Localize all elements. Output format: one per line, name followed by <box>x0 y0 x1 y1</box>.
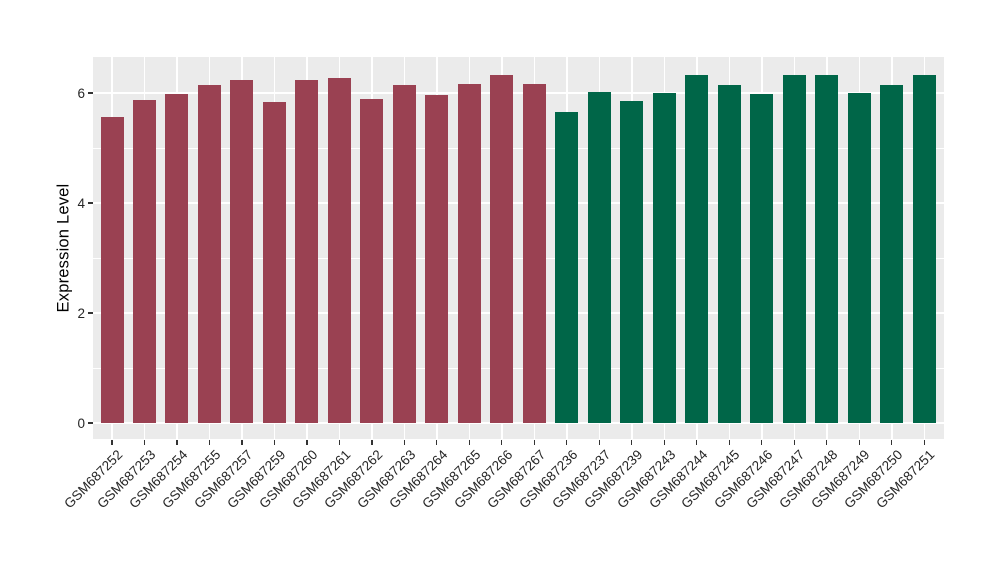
x-tick-mark <box>371 440 373 445</box>
bar-GSM687261 <box>327 78 351 423</box>
x-tick-mark <box>273 440 276 445</box>
bar-GSM687248 <box>815 74 839 423</box>
x-tick-mark <box>858 440 860 445</box>
y-tick-label: 6 <box>77 85 85 101</box>
bar-GSM687267 <box>522 84 546 423</box>
bar-GSM687244 <box>685 75 709 423</box>
x-tick-mark <box>793 440 795 445</box>
bar-GSM687264 <box>425 95 449 423</box>
gridline-major-y4 <box>93 202 944 204</box>
gridline-major-y0 <box>93 422 944 424</box>
bar-GSM687257 <box>230 79 254 423</box>
bar-GSM687247 <box>782 74 806 423</box>
y-tick-label: 2 <box>77 305 85 321</box>
x-tick-mark <box>403 440 405 445</box>
bar-GSM687239 <box>620 100 644 423</box>
bar-GSM687243 <box>652 93 676 423</box>
bar-GSM687263 <box>392 84 416 423</box>
bar-GSM687246 <box>750 93 774 423</box>
bar-GSM687259 <box>262 101 286 423</box>
x-tick-mark <box>436 440 438 445</box>
y-tick-mark <box>88 422 93 424</box>
x-tick-mark <box>566 440 568 445</box>
gridline-minor-y3 <box>93 257 944 259</box>
x-tick-mark <box>598 440 600 445</box>
bar-GSM687237 <box>587 92 611 423</box>
y-tick-label: 0 <box>77 415 85 431</box>
bar-GSM687255 <box>197 84 221 423</box>
x-tick-mark <box>891 440 893 445</box>
x-tick-mark <box>631 440 633 445</box>
x-tick-mark <box>111 440 113 445</box>
gridline-minor-y1 <box>93 367 944 369</box>
x-tick-mark <box>241 440 243 445</box>
y-tick-mark <box>88 202 93 204</box>
x-tick-mark <box>663 440 665 445</box>
bar-GSM687251 <box>912 74 936 423</box>
x-tick-mark <box>533 440 535 445</box>
gridline-minor-y5 <box>93 147 944 149</box>
x-tick-mark <box>338 440 341 445</box>
x-tick-mark <box>826 440 828 445</box>
plot-panel <box>93 57 944 439</box>
x-tick-mark <box>923 440 925 445</box>
x-tick-mark <box>761 440 763 445</box>
x-tick-mark <box>696 440 698 445</box>
gridline-major-y2 <box>93 312 944 314</box>
bar-GSM687266 <box>490 75 514 423</box>
bar-GSM687250 <box>880 84 904 423</box>
y-axis-title: Expression Level <box>54 183 73 313</box>
bar-GSM687252 <box>100 116 124 423</box>
bar-GSM687245 <box>717 84 741 423</box>
x-tick-mark <box>728 440 730 445</box>
bar-GSM687249 <box>847 93 871 423</box>
bar-GSM687254 <box>165 94 189 423</box>
x-tick-mark <box>468 440 470 445</box>
x-tick-mark <box>143 440 146 445</box>
y-tick-mark <box>88 92 93 94</box>
x-tick-mark <box>501 440 503 445</box>
gridline-major-y6 <box>93 92 944 94</box>
bar-GSM687265 <box>457 83 481 423</box>
x-tick-mark <box>306 440 308 445</box>
bar-GSM687262 <box>360 99 384 423</box>
x-tick-mark <box>176 440 178 445</box>
y-tick-label: 4 <box>77 195 85 211</box>
bar-GSM687260 <box>295 79 319 423</box>
bar-GSM687253 <box>132 100 156 423</box>
bar-GSM687236 <box>555 112 579 423</box>
y-tick-mark <box>88 312 93 314</box>
x-tick-mark <box>208 440 211 445</box>
